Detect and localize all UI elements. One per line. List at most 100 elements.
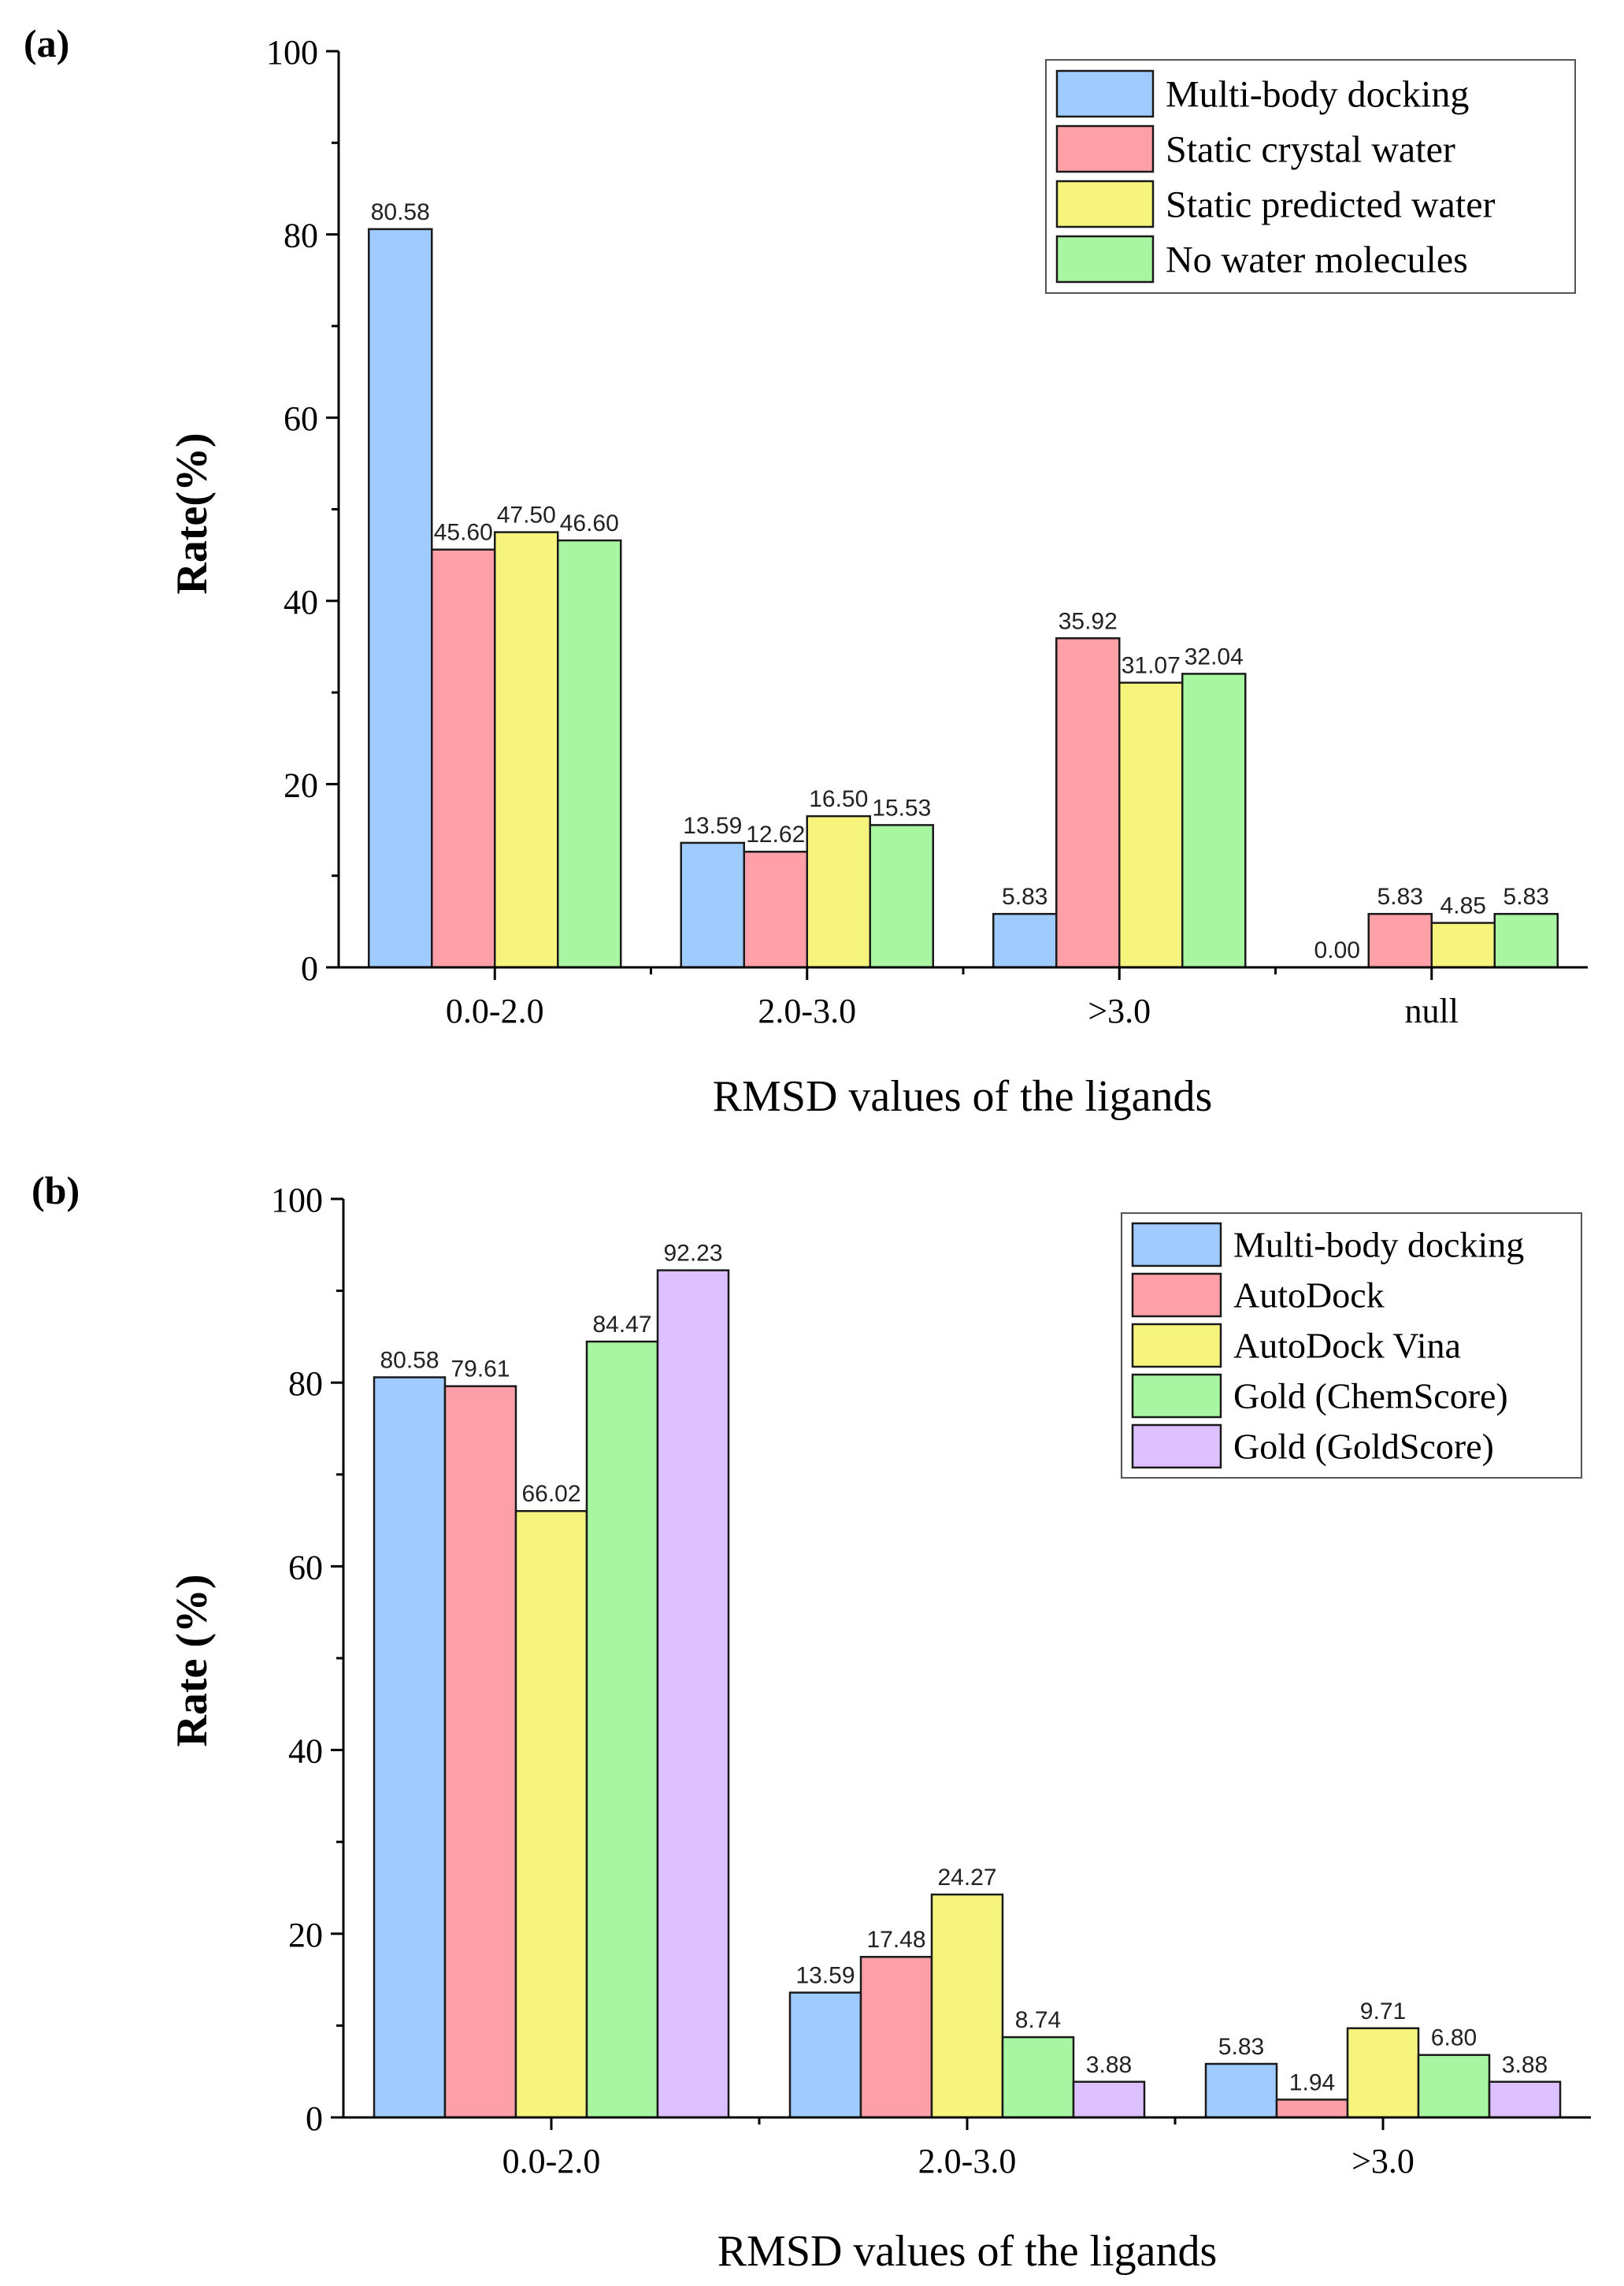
bar-b-s3-c0 [585,1340,659,2119]
x-tick-label-a-1: 2.0-3.0 [758,992,856,1030]
y-tick-label-b-5: 100 [271,1181,323,1219]
legend-label-a-3: No water molecules [1166,239,1468,280]
legend-label-b-2: AutoDock Vina [1233,1326,1461,1366]
x-axis-label-a: RMSD values of the ligands [713,1072,1213,1121]
data-label-b-s1-c1: 17.48 [866,1927,925,1953]
x-tick-label-a-0: 0.0-2.0 [446,992,544,1030]
legend-label-a-1: Static crystal water [1166,128,1455,170]
bar-a-s0-c2 [992,912,1058,969]
legend-label-a-0: Multi-body docking [1166,73,1469,115]
data-label-b-s3-c2: 6.80 [1431,2025,1477,2051]
bar-a-s2-c1 [806,815,871,969]
x-tick-label-a-3: null [1405,992,1459,1030]
legend-swatch-a-0 [1055,69,1155,118]
legend-a: Multi-body docking Static crystal water St… [1045,59,1576,294]
data-label-b-s3-c0: 84.47 [592,1312,651,1338]
bar-b-s2-c0 [514,1509,588,2119]
data-label-a-s3-c1: 15.53 [872,795,931,821]
y-tick-label-a-4: 80 [284,217,318,255]
data-label-b-s0-c0: 80.58 [380,1347,439,1373]
y-tick-label-b-2: 40 [288,1732,323,1771]
bar-a-s1-c0 [431,548,496,969]
data-label-b-s2-c0: 66.02 [521,1481,580,1507]
bar-a-s3-c1 [869,824,934,969]
bar-a-s3-c2 [1181,673,1247,969]
legend-swatch-b-4 [1131,1423,1222,1469]
legend-b: Multi-body docking AutoDock AutoDock Vina G… [1121,1212,1582,1479]
panel-b: (b) Rate (%) RMSD values of the ligands … [32,1168,1591,2276]
legend-swatch-b-3 [1131,1373,1222,1419]
bar-b-s1-c0 [443,1385,517,2119]
legend-swatch-b-0 [1131,1222,1222,1267]
data-label-a-s2-c1: 16.50 [809,786,868,812]
bar-a-s3-c3 [1493,912,1559,969]
bar-b-s1-c1 [859,1955,933,2119]
data-label-a-s3-c3: 5.83 [1503,884,1549,910]
bar-b-s0-c1 [788,1991,862,2119]
bar-a-s2-c0 [494,531,559,969]
bar-a-s1-c1 [743,850,808,969]
bar-b-s4-c2 [1488,2080,1562,2119]
data-label-b-s4-c1: 3.88 [1086,2052,1132,2078]
data-label-b-s3-c1: 8.74 [1015,2007,1061,2033]
y-tick-label-a-2: 40 [284,583,318,622]
y-axis-label-b: Rate (%) [168,1574,217,1746]
data-label-a-s0-c3: 0.00 [1314,937,1360,963]
data-label-a-s2-c0: 47.50 [497,503,556,529]
x-tick-label-a-2: >3.0 [1088,992,1151,1030]
bar-a-s3-c0 [557,539,622,969]
data-label-b-s4-c2: 3.88 [1502,2052,1548,2078]
bar-b-s1-c2 [1275,2099,1349,2119]
bar-a-s0-c0 [368,228,433,969]
plot-area-b: 80.58 13.59 5.83 79.61 17.48 1.94 66.02 24.27 9.… [271,1181,1591,2180]
y-tick-label-b-1: 20 [288,1916,323,1954]
panel-a: (a) Rate(%) RMSD values of the ligands 8… [24,21,1588,1121]
data-label-a-s0-c0: 80.58 [371,199,430,225]
x-tick-label-b-2: >3.0 [1351,2142,1415,2180]
y-tick-label-b-4: 80 [288,1364,323,1403]
legend-swatch-b-2 [1131,1323,1222,1368]
bar-b-s4-c0 [656,1269,730,2119]
legend-label-b-3: Gold (ChemScore) [1233,1376,1508,1416]
bar-b-s2-c2 [1346,2027,1420,2119]
bar-a-s0-c1 [680,841,745,969]
x-axis-label-b: RMSD values of the ligands [717,2227,1218,2276]
data-label-a-s1-c3: 5.83 [1377,884,1423,910]
legend-label-b-4: Gold (GoldScore) [1233,1427,1494,1467]
legend-label-b-0: Multi-body docking [1233,1225,1524,1265]
bar-b-s0-c2 [1204,2062,1278,2119]
y-axis-label-a: Rate(%) [168,432,217,594]
legend-swatch-a-1 [1055,124,1155,173]
bar-b-s4-c1 [1072,2080,1146,2119]
data-label-a-s2-c2: 31.07 [1122,653,1181,679]
y-tick-label-a-3: 60 [284,399,318,438]
data-label-a-s1-c1: 12.62 [746,822,805,848]
data-label-b-s1-c0: 79.61 [450,1356,510,1382]
y-tick-label-b-3: 60 [288,1548,323,1586]
plot-area-a: 80.58 13.59 5.83 0.00 45.60 12.62 35.92 5.83 47.… [266,33,1588,1030]
data-label-b-s1-c2: 1.94 [1289,2069,1335,2095]
legend-swatch-a-3 [1055,235,1155,284]
data-label-a-s3-c0: 46.60 [560,510,619,536]
y-tick-label-b-0: 0 [306,2099,323,2138]
data-label-a-s1-c2: 35.92 [1059,608,1118,634]
legend-label-b-1: AutoDock [1233,1275,1385,1316]
data-label-b-s2-c1: 24.27 [937,1865,996,1891]
data-label-b-s0-c2: 5.83 [1218,2034,1264,2060]
data-label-a-s3-c2: 32.04 [1185,644,1244,670]
bar-a-s1-c2 [1055,637,1121,969]
bar-b-s3-c2 [1417,2054,1491,2119]
bar-b-s0-c0 [373,1376,447,2119]
data-label-b-s4-c0: 92.23 [663,1241,722,1267]
data-label-a-s0-c1: 13.59 [683,813,742,839]
legend-swatch-a-2 [1055,180,1155,228]
data-label-a-s2-c3: 4.85 [1440,893,1486,919]
panel-label-a: (a) [24,21,69,65]
y-tick-label-a-1: 20 [284,766,318,804]
x-tick-label-b-0: 0.0-2.0 [502,2142,601,2180]
bar-b-s2-c1 [930,1893,1004,2119]
data-label-b-s0-c1: 13.59 [795,1963,855,1989]
bar-a-s1-c3 [1367,912,1433,969]
y-tick-label-a-0: 0 [301,949,318,988]
